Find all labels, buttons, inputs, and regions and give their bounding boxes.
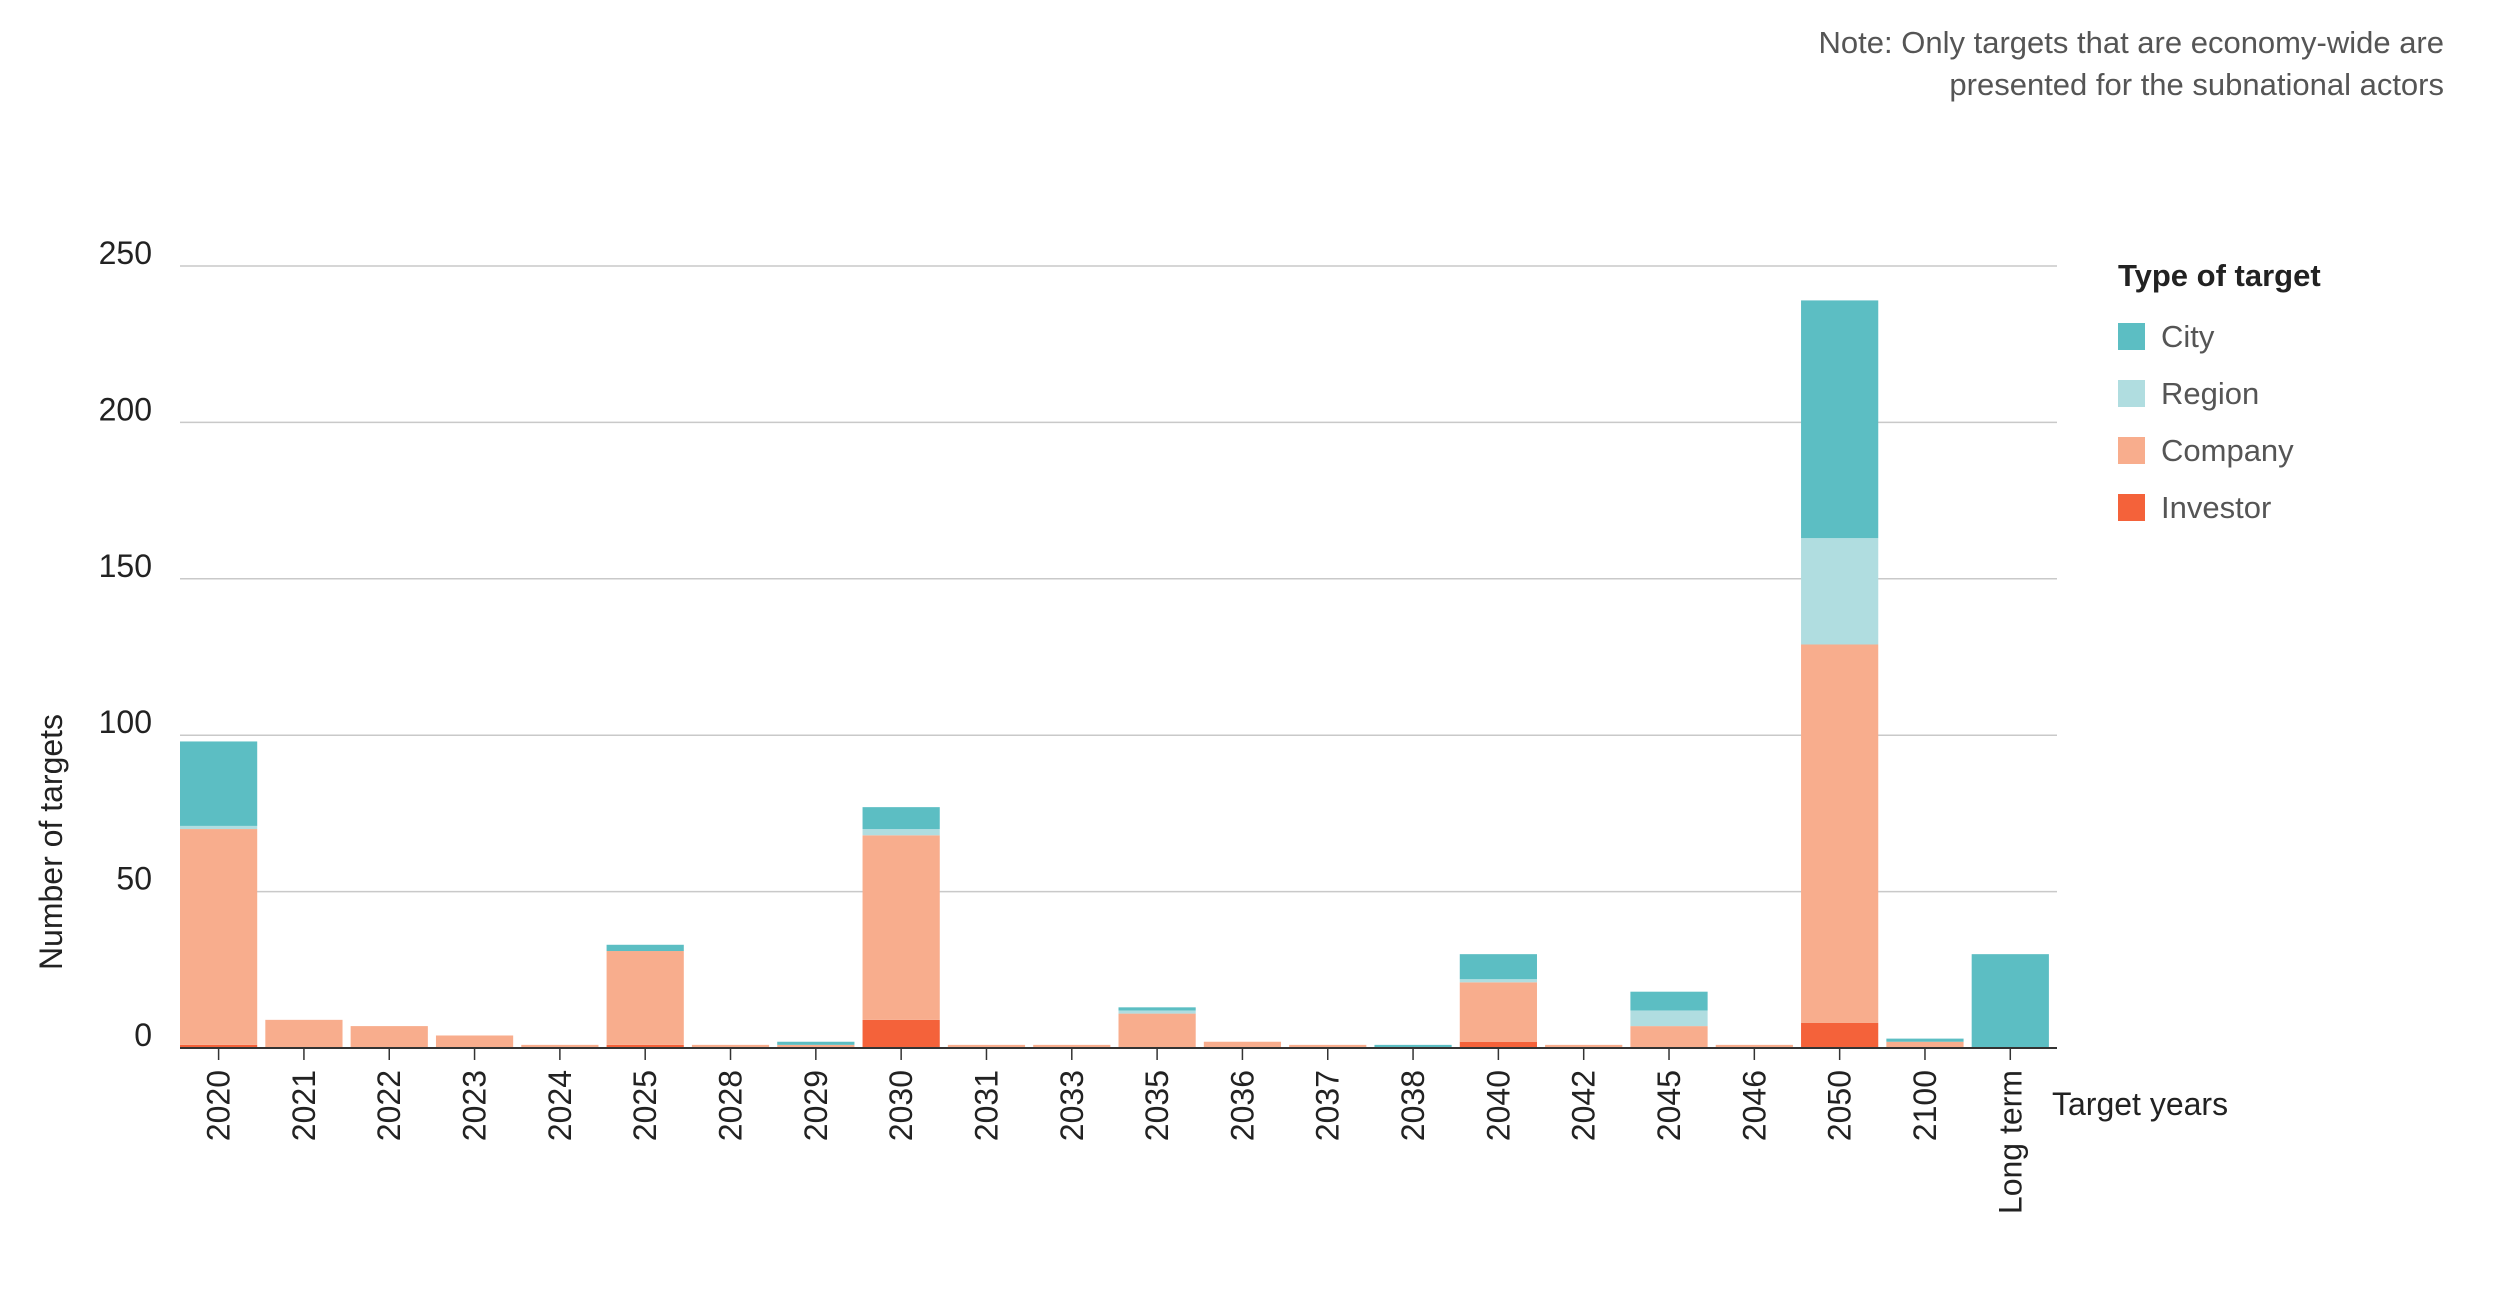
legend-label: Company bbox=[2161, 432, 2294, 468]
x-tick-label: 2100 bbox=[1907, 1070, 1943, 1141]
chart-note-line: presented for the subnational actors bbox=[1949, 67, 2444, 102]
bar-segment-city bbox=[777, 1041, 855, 1045]
bar-segment-company bbox=[1715, 1044, 1793, 1048]
x-tick-label: 2020 bbox=[201, 1070, 237, 1141]
bar-segment-company bbox=[777, 1044, 855, 1048]
legend-item-city: City bbox=[2118, 308, 2321, 365]
bar-segment-company bbox=[435, 1035, 514, 1048]
x-tick-label: 2046 bbox=[1736, 1070, 1772, 1141]
bar-segment-company bbox=[947, 1044, 1026, 1048]
chart-note-line: Note: Only targets that are economy-wide… bbox=[1818, 25, 2444, 60]
y-tick-label: 100 bbox=[99, 704, 152, 740]
bar-segment-company bbox=[265, 1019, 343, 1048]
bar-segment-company bbox=[1033, 1044, 1111, 1048]
bar-segment-investor bbox=[606, 1044, 684, 1048]
bar-segment-city bbox=[1118, 1007, 1196, 1011]
bar-segment-company bbox=[1459, 982, 1537, 1042]
bar-segment-region bbox=[1459, 979, 1537, 983]
bar-segment-company bbox=[1545, 1044, 1623, 1048]
bar-segment-investor bbox=[862, 1019, 940, 1048]
x-axis: 2020 2021 2022 2023 2024 2025 2028 2029 2030 2031… bbox=[180, 1047, 2057, 1214]
y-tick-label: 0 bbox=[134, 1017, 152, 1053]
legend-swatch bbox=[2118, 437, 2145, 464]
bar-segment-company bbox=[1886, 1041, 1964, 1048]
x-tick-label: 2037 bbox=[1310, 1070, 1346, 1141]
bar-segment-city bbox=[1801, 300, 1879, 539]
bar-segment-region bbox=[862, 829, 940, 836]
bar-segment-company bbox=[862, 835, 940, 1020]
bar-segment-region bbox=[1118, 1010, 1196, 1014]
y-tick-label: 250 bbox=[99, 235, 152, 271]
x-tick-label: 2029 bbox=[798, 1070, 834, 1141]
bar-segment-city bbox=[606, 944, 684, 952]
bar-segment-region bbox=[1630, 1010, 1708, 1027]
legend: Type of target City Region Company Investor bbox=[2118, 258, 2321, 536]
x-tick-label: 2050 bbox=[1822, 1070, 1858, 1141]
legend-swatch bbox=[2118, 323, 2145, 350]
y-tick-label: 50 bbox=[116, 861, 152, 897]
x-tick-label: 2030 bbox=[883, 1070, 919, 1141]
x-axis-label: Target years bbox=[2052, 1086, 2228, 1122]
x-tick-label: 2025 bbox=[627, 1070, 663, 1141]
bar-segment-region bbox=[1801, 538, 1879, 645]
bar-segment-city bbox=[1374, 1044, 1452, 1048]
x-tick-label: 2045 bbox=[1651, 1070, 1687, 1141]
bar-segment-investor bbox=[1459, 1041, 1537, 1048]
x-tick-label: 2028 bbox=[713, 1070, 749, 1141]
bars bbox=[180, 300, 2049, 1048]
x-tick-label: 2038 bbox=[1395, 1070, 1431, 1141]
legend-label: City bbox=[2161, 318, 2215, 354]
y-tick-label: 200 bbox=[99, 391, 152, 427]
y-axis-label: Number of targets bbox=[33, 714, 69, 970]
x-tick-label: 2031 bbox=[968, 1070, 1004, 1141]
legend-swatch bbox=[2118, 494, 2145, 521]
x-tick-label: 2022 bbox=[371, 1070, 407, 1141]
bar-segment-company bbox=[1118, 1013, 1196, 1048]
legend-label: Region bbox=[2161, 375, 2260, 411]
bar-segment-region bbox=[180, 825, 258, 830]
chart-note: Note: Only targets that are economy-wide… bbox=[1819, 22, 2444, 106]
bar-segment-city bbox=[1971, 954, 2049, 1048]
x-tick-label: 2023 bbox=[457, 1070, 493, 1141]
bar-segment-investor bbox=[180, 1044, 258, 1048]
bar-segment-city bbox=[1459, 954, 1537, 980]
bar-segment-company bbox=[1630, 1026, 1708, 1048]
bar-segment-city bbox=[862, 807, 940, 830]
x-tick-label: 2021 bbox=[286, 1070, 322, 1141]
legend-label: Investor bbox=[2161, 489, 2272, 525]
bar-segment-city bbox=[1886, 1038, 1964, 1042]
legend-swatch bbox=[2118, 380, 2145, 407]
bar-segment-company bbox=[691, 1044, 770, 1048]
x-tick-label: Long term bbox=[1992, 1070, 2028, 1214]
x-tick-label: 2036 bbox=[1224, 1070, 1260, 1141]
y-tick-label: 150 bbox=[99, 548, 152, 584]
bar-segment-city bbox=[180, 741, 258, 826]
x-tick-label: 2024 bbox=[542, 1070, 578, 1141]
x-tick-label: 2033 bbox=[1054, 1070, 1090, 1141]
x-tick-label: 2042 bbox=[1566, 1070, 1602, 1141]
x-tick-label: 2040 bbox=[1480, 1070, 1516, 1141]
bar-segment-company bbox=[180, 829, 258, 1045]
legend-title: Type of target bbox=[2118, 258, 2321, 293]
bar-segment-company bbox=[521, 1044, 599, 1048]
bar-segment-company bbox=[1801, 644, 1879, 1023]
bar-segment-company bbox=[1289, 1044, 1367, 1048]
x-tick-label: 2035 bbox=[1139, 1070, 1175, 1141]
bar-segment-city bbox=[1630, 991, 1708, 1011]
legend-item-region: Region bbox=[2118, 365, 2321, 422]
legend-item-company: Company bbox=[2118, 422, 2321, 479]
grid-lines bbox=[180, 265, 2057, 893]
legend-item-investor: Investor bbox=[2118, 479, 2321, 536]
bar-segment-company bbox=[350, 1026, 428, 1048]
bar-segment-company bbox=[606, 951, 684, 1045]
bar-segment-investor bbox=[1801, 1022, 1879, 1048]
bar-segment-company bbox=[1203, 1041, 1282, 1048]
y-axis-ticks: 0 50 100 150 200 250 bbox=[99, 235, 152, 1053]
